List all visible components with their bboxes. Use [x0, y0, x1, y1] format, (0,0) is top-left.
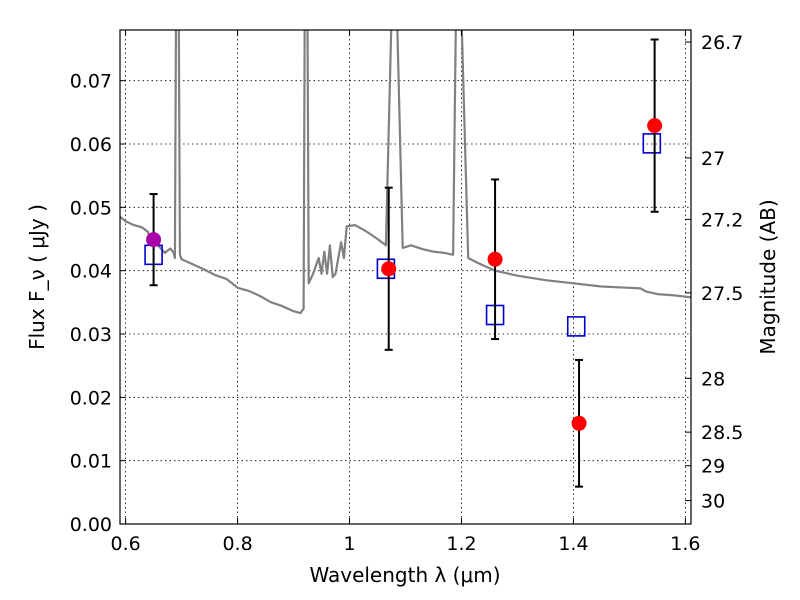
y-tick-label: 0.07	[70, 71, 112, 93]
y-tick-label: 0.00	[70, 514, 112, 536]
x-axis-label: Wavelength λ (μm)	[309, 563, 500, 587]
x-tick-label: 1.2	[446, 533, 476, 555]
axes: 0.6 0.8 1 1.2 1.4 1.6 0.00 0.01 0.02 0.03 0.04 0.05…	[70, 30, 743, 555]
y-tick-label: 0.02	[70, 387, 112, 409]
y-right-tick-label: 27	[701, 148, 725, 170]
grid	[120, 30, 691, 525]
y-tick-label: 0.03	[70, 324, 112, 346]
y-axis-right-label: Magnitude (AB)	[756, 199, 780, 354]
x-tick-label: 0.8	[222, 533, 252, 555]
x-tick-label: 1	[343, 533, 355, 555]
y-right-tick-label: 28.5	[701, 422, 743, 444]
y-tick-label: 0.01	[70, 451, 112, 473]
y-right-tick-label: 26.7	[701, 32, 743, 54]
x-tick-label: 1.6	[670, 533, 700, 555]
model-band-square	[566, 316, 586, 337]
y-tick-label: 0.04	[70, 261, 112, 283]
model-spectrum-line	[120, 30, 691, 315]
plot-frame	[119, 29, 692, 525]
y-right-tick-label: 30	[701, 491, 725, 513]
x-tick-label: 0.6	[110, 533, 140, 555]
observed-point	[647, 118, 663, 134]
y-tick-label: 0.05	[70, 197, 112, 219]
y-right-tick-label: 28	[701, 368, 725, 390]
observed-point	[146, 232, 162, 248]
y-axis-label: Flux F_ν ( μJy )	[25, 204, 49, 350]
observed-point	[487, 251, 503, 267]
y-tick-label: 0.06	[70, 134, 112, 156]
plot-area	[120, 30, 691, 488]
x-tick-label: 1.4	[558, 533, 588, 555]
y-right-tick-label: 27.5	[701, 283, 743, 305]
y-right-tick-label: 27.2	[701, 209, 743, 231]
observed-point	[381, 261, 397, 277]
model-band-square	[642, 133, 662, 154]
observed-point	[571, 415, 587, 431]
y-right-tick-label: 29	[701, 456, 725, 478]
